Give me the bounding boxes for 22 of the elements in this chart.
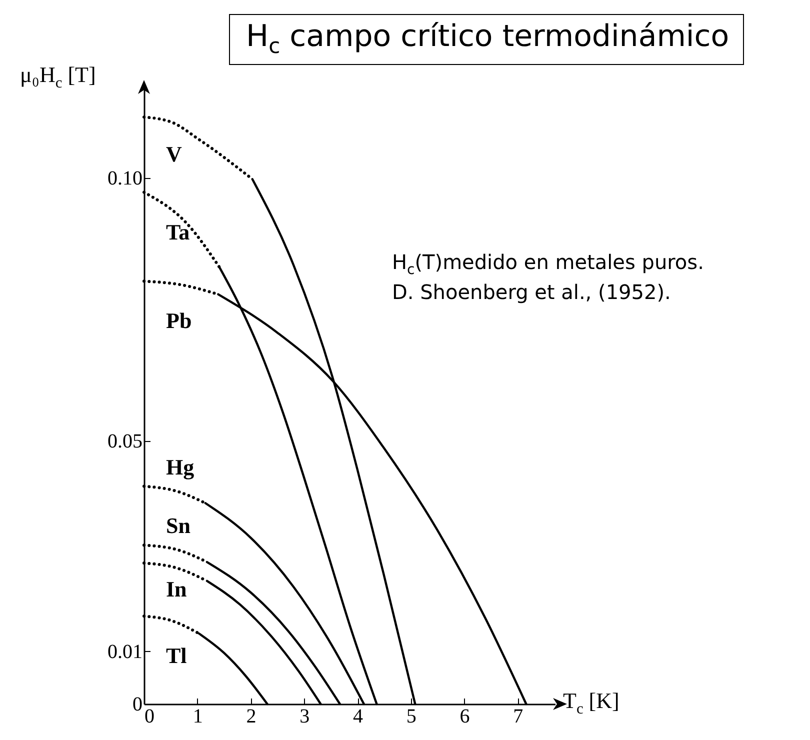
x-tick-label: 6 bbox=[460, 706, 470, 728]
x-tick-label: 7 bbox=[513, 706, 524, 728]
y-tick-label: 0.10 bbox=[108, 168, 142, 190]
series-label: In bbox=[166, 576, 187, 602]
annotation: D. Shoenberg et al., (1952). bbox=[392, 280, 671, 304]
series-label: Tl bbox=[166, 643, 187, 668]
y-tick-label: 0.05 bbox=[108, 430, 142, 453]
y-tick-label: 0.01 bbox=[108, 640, 142, 663]
series-label: Pb bbox=[166, 308, 192, 334]
chart-title: H$_{c}$ campo crítico termodinámico bbox=[229, 14, 744, 65]
annotation: H$_{c}$(T)medido en metales puros. bbox=[392, 250, 704, 278]
x-tick-label: 5 bbox=[406, 706, 416, 728]
series-label: Ta bbox=[166, 219, 190, 244]
x-tick-label: 4 bbox=[353, 706, 364, 728]
series-label: Hg bbox=[166, 454, 194, 480]
x-tick-label: 2 bbox=[246, 706, 256, 728]
x-axis-title: T$_{c}$ [K] bbox=[563, 688, 620, 718]
series-label: Sn bbox=[166, 513, 190, 538]
x-tick-label: 3 bbox=[300, 706, 310, 728]
y-axis-title: μ₀H$_{c}$ [T] bbox=[20, 62, 96, 92]
series-label: V bbox=[166, 142, 182, 167]
x-tick-label: 1 bbox=[192, 706, 203, 728]
